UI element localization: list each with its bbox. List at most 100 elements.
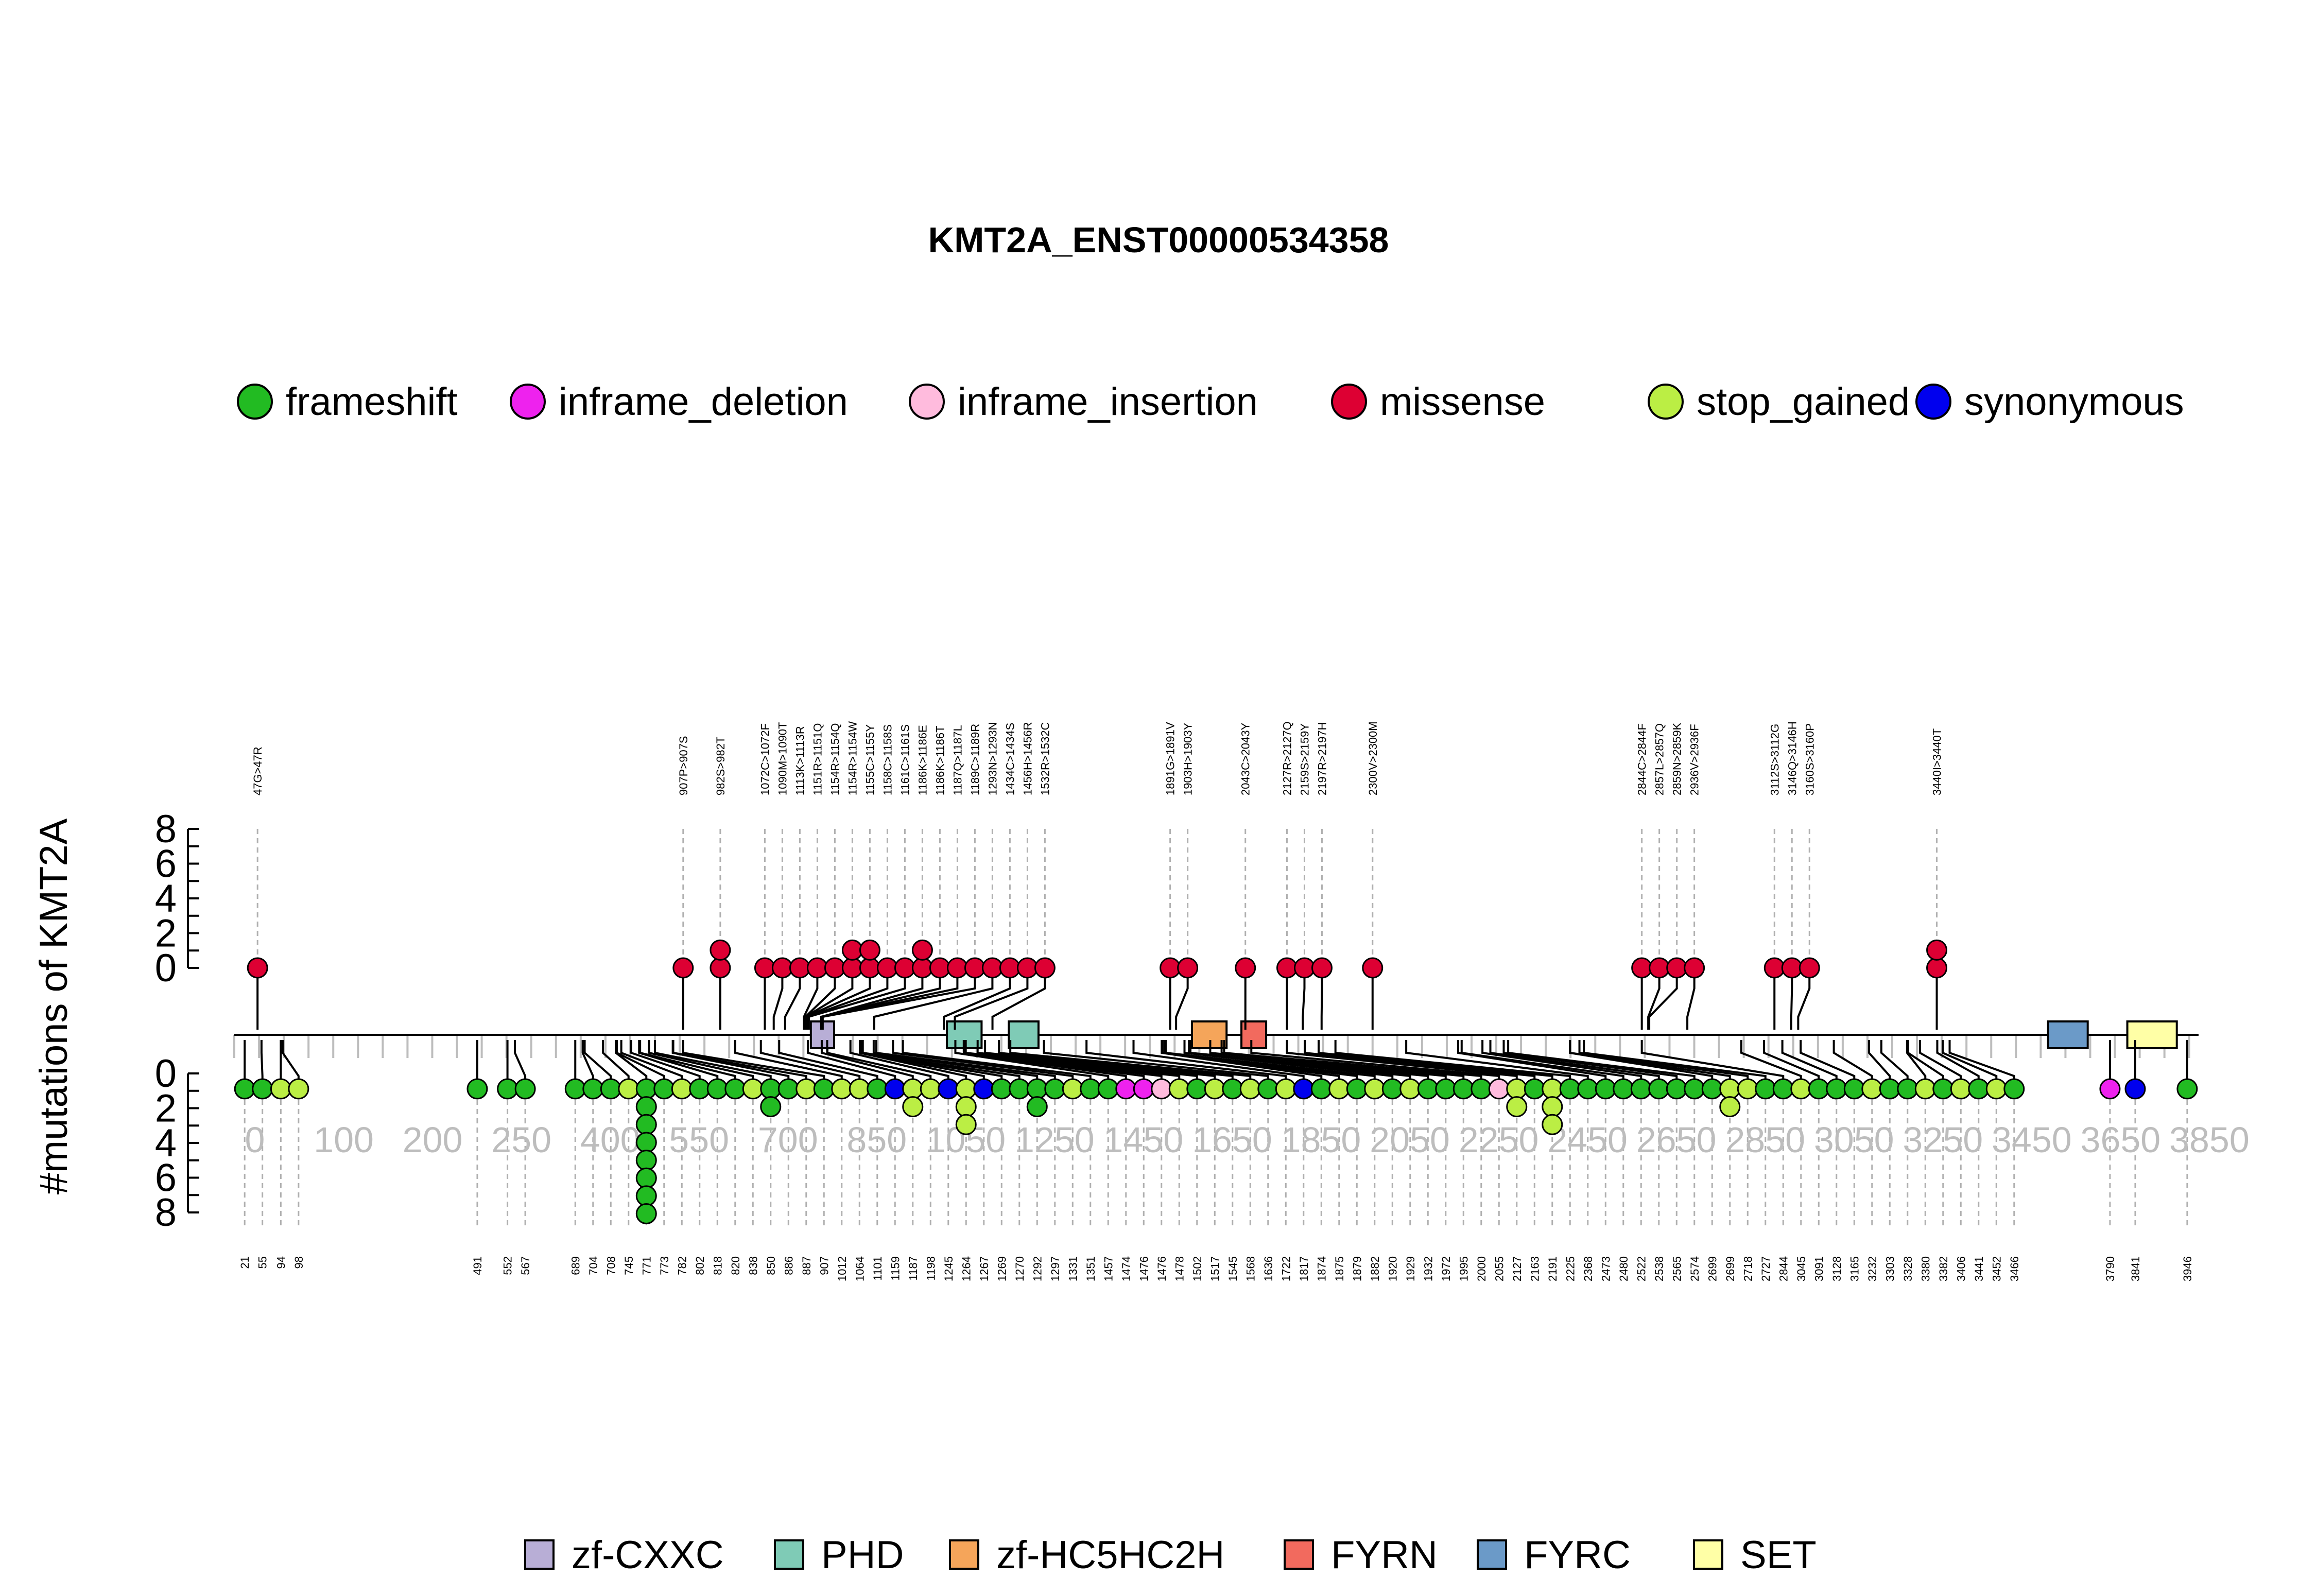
stop_gained-point	[1204, 1078, 1225, 1100]
frameshift-point	[1044, 1078, 1066, 1100]
domain-legend-swatch-zf-HC5HC2H	[949, 1539, 979, 1570]
ruler-label: 700	[758, 1120, 818, 1160]
position-label: 704	[587, 1256, 600, 1275]
frameshift-point	[582, 1078, 604, 1100]
position-label: 1874	[1315, 1256, 1328, 1281]
mutation-label: 2857L>2857Q	[1653, 723, 1666, 795]
ruler-label: 0	[245, 1120, 265, 1160]
frameshift-point	[635, 1078, 657, 1100]
ruler-label: 2650	[1636, 1120, 1717, 1160]
frameshift-point	[1080, 1078, 1101, 1100]
missense-point	[771, 957, 793, 979]
missense-point	[929, 957, 950, 979]
frameshift-point	[1346, 1078, 1368, 1100]
stop_gained-point	[849, 1078, 870, 1100]
stop_gained-point	[1950, 1078, 1972, 1100]
position-label: 2699	[1724, 1256, 1737, 1281]
position-label: 1198	[924, 1256, 937, 1280]
missense-point	[754, 957, 775, 979]
missense-point	[1666, 957, 1688, 979]
inframe_deletion-point	[1115, 1078, 1137, 1100]
stop_gained-point	[1542, 1096, 1563, 1118]
position-label: 2127	[1511, 1256, 1524, 1281]
position-label: 1972	[1440, 1256, 1453, 1281]
ruler-label: 1850	[1281, 1120, 1361, 1160]
stop_gained-point	[1062, 1078, 1083, 1100]
missense-point	[672, 957, 694, 979]
frameshift-point	[1435, 1078, 1457, 1100]
frameshift-point	[1826, 1078, 1847, 1100]
missense-point	[911, 957, 933, 979]
position-label: 1457	[1102, 1256, 1115, 1281]
missense-point	[1016, 957, 1038, 979]
domain-legend-swatch-SET	[1693, 1539, 1723, 1570]
position-label: 1882	[1369, 1256, 1381, 1281]
position-label: 1817	[1298, 1256, 1310, 1281]
ruler-label: 2250	[1459, 1120, 1539, 1160]
stop_gained-point	[1239, 1078, 1261, 1100]
position-label: 1351	[1084, 1256, 1097, 1281]
position-label: 1245	[942, 1256, 955, 1281]
mutation-label: 1154R>1154Q	[828, 723, 841, 795]
mutation-label: 1151R>1151Q	[811, 723, 824, 795]
position-label: 3466	[2008, 1256, 2021, 1281]
stop_gained-point	[796, 1078, 817, 1100]
missense-point	[1293, 957, 1315, 979]
position-label: 1064	[853, 1256, 866, 1281]
frameshift-point	[1897, 1078, 1918, 1100]
position-label: 2225	[1564, 1256, 1577, 1281]
position-label: 771	[640, 1256, 653, 1275]
legend-label-inframe_deletion: inframe_deletion	[559, 380, 848, 424]
position-label: 1476	[1137, 1256, 1150, 1281]
frameshift-point	[1666, 1078, 1687, 1100]
position-label: 1995	[1457, 1256, 1470, 1281]
missense-point	[859, 939, 880, 961]
chart-title: KMT2A_ENST00000534358	[928, 220, 1389, 260]
stop_gained-point	[1328, 1078, 1350, 1100]
mutation-label: 2127R>2127Q	[1281, 721, 1293, 795]
position-label: 2565	[1670, 1256, 1683, 1281]
position-label: 708	[604, 1256, 617, 1275]
y-tick-label: 4	[155, 877, 177, 921]
position-label: 21	[238, 1256, 251, 1269]
legend-label-frameshift: frameshift	[286, 380, 458, 424]
missense-point	[876, 957, 898, 979]
position-label: 1331	[1066, 1256, 1079, 1281]
ruler-label: 1450	[1103, 1120, 1184, 1160]
frameshift-point	[1772, 1078, 1794, 1100]
missense-point	[1311, 957, 1333, 979]
stop_gained-point	[1506, 1096, 1528, 1118]
missense-point	[1362, 957, 1384, 979]
protein-backbone: 0 100 200 250 400 550 700 850 1050 1250 1450 1650 18…	[233, 1020, 2250, 1160]
ruler-label: 850	[846, 1120, 907, 1160]
position-label: 1929	[1404, 1256, 1417, 1281]
position-label: 2191	[1546, 1256, 1559, 1281]
ruler-label: 1650	[1192, 1120, 1272, 1160]
position-label: 567	[519, 1256, 532, 1275]
stop_gained-point	[1737, 1078, 1758, 1100]
frameshift-point	[760, 1078, 782, 1100]
mutation-label: 3440I>3440T	[1931, 728, 1944, 795]
y-axis-label: #mutations of KMT2A	[32, 818, 76, 1194]
position-label: 907	[818, 1256, 831, 1275]
synonymous-point	[973, 1078, 995, 1100]
missense-point	[710, 957, 731, 979]
position-label: 3128	[1830, 1256, 1843, 1281]
position-label: 3946	[2181, 1256, 2194, 1281]
missense-point	[824, 957, 845, 979]
position-label: 1920	[1386, 1256, 1399, 1281]
frameshift-point	[564, 1078, 586, 1100]
mutation-label: 2300V>2300M	[1367, 721, 1379, 795]
position-label: 2699	[1706, 1256, 1719, 1281]
position-label: 2473	[1599, 1256, 1612, 1281]
stop_gained-point	[1542, 1114, 1563, 1135]
mutation-label: 907P>907S	[677, 736, 690, 795]
legend-label-synonymous: synonymous	[1964, 380, 2184, 424]
stop_gained-point	[742, 1078, 764, 1100]
y-tick-label: 6	[155, 842, 177, 886]
missense-point	[1649, 957, 1670, 979]
stop_gained-point	[1861, 1078, 1883, 1100]
inframe_insertion-point	[1151, 1078, 1172, 1100]
position-label: 3165	[1848, 1256, 1861, 1281]
position-label: 98	[292, 1256, 305, 1269]
